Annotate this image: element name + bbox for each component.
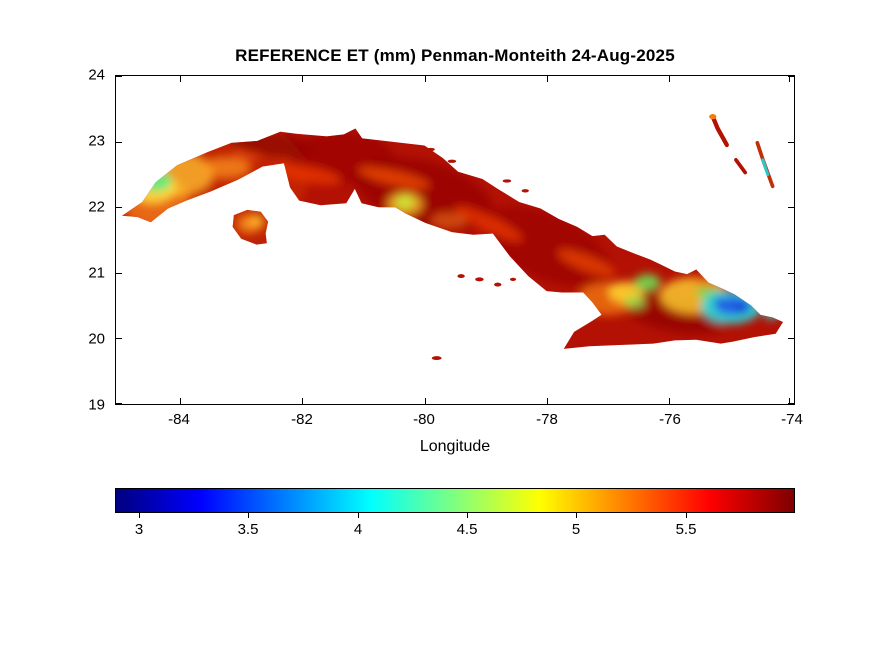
colorbar-gradient	[115, 488, 795, 513]
y-axis-tick	[788, 272, 794, 274]
y-axis-tick	[116, 402, 122, 404]
x-axis-tick	[668, 76, 670, 82]
cayman-brac	[431, 356, 442, 361]
x-axis-tick	[668, 398, 670, 404]
y-axis-tick	[788, 76, 794, 77]
plot-area	[115, 75, 795, 405]
bahamas-islands	[709, 114, 775, 189]
x-axis-tick	[546, 398, 548, 404]
x-axis-tick	[546, 76, 548, 82]
x-tick-label: -78	[536, 411, 558, 428]
colorbar-tick-label: 5	[571, 521, 581, 538]
colorbar-tick	[686, 513, 687, 518]
colorbar-tick-label: 4.5	[456, 521, 478, 538]
colorbar-tick	[139, 513, 140, 518]
offshore-cays	[426, 147, 529, 361]
y-tick-label: 20	[88, 330, 105, 348]
x-tick-label: -80	[413, 411, 435, 428]
x-axis-tick	[424, 76, 426, 82]
y-tick-label: 23	[88, 132, 105, 150]
colorbar-tick-label: 5.5	[675, 521, 697, 538]
x-axis-tick	[302, 76, 304, 82]
y-axis-tick	[788, 338, 794, 340]
y-tick-label: 24	[88, 66, 105, 84]
x-tick-label: -82	[291, 411, 313, 428]
colorbar-tick-label: 4	[353, 521, 363, 538]
colorbar-tick-label: 3	[134, 521, 144, 538]
y-tick-label: 22	[88, 198, 105, 216]
x-axis-tick	[424, 398, 426, 404]
x-axis-tick	[789, 76, 791, 82]
x-axis-tick	[789, 398, 791, 404]
y-axis-tick	[788, 141, 794, 143]
y-axis-tick	[116, 338, 122, 340]
x-axis-tick	[302, 398, 304, 404]
x-tick-label: -76	[659, 411, 681, 428]
y-axis-tick	[788, 402, 794, 404]
colorbar-tick-label: 3.5	[237, 521, 259, 538]
x-tick-label: -74	[781, 411, 803, 428]
y-axis-title: Latitude	[0, 180, 1, 300]
et-intensity-patches	[122, 128, 780, 334]
y-axis-tick	[116, 207, 122, 209]
cuba-et-heatmap	[122, 114, 784, 361]
y-tick-label: 21	[88, 264, 105, 282]
chart-title: REFERENCE ET (mm) Penman-Monteith 24-Aug…	[235, 46, 675, 65]
y-axis-tick	[116, 141, 122, 143]
y-axis-tick	[116, 272, 122, 274]
y-axis-tick	[788, 207, 794, 209]
x-axis-tick	[180, 76, 182, 82]
y-tick-label: 19	[88, 396, 105, 414]
colorbar-tick	[467, 513, 468, 518]
colorbar-tick	[358, 513, 359, 518]
x-axis-tick	[180, 398, 182, 404]
x-axis-title: Longitude	[419, 438, 491, 455]
y-axis-tick	[116, 76, 122, 77]
x-tick-label: -84	[168, 411, 190, 428]
colorbar-tick	[248, 513, 249, 518]
colorbar-tick	[576, 513, 577, 518]
